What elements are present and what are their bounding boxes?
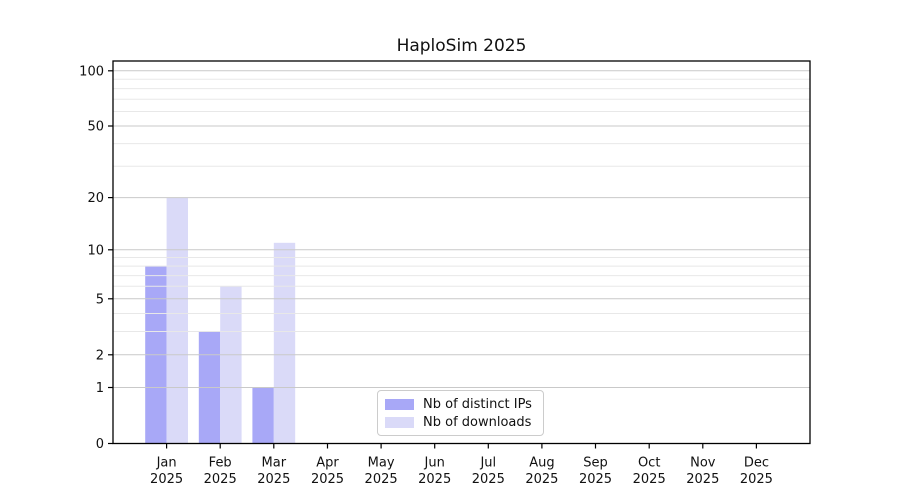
x-tick-label-year: 2025 <box>686 472 719 487</box>
gridlines <box>113 70 810 388</box>
x-tick-label-month: Oct <box>638 456 660 471</box>
bar-nb-of-downloads-jan <box>166 197 188 444</box>
legend-label-downloads: Nb of downloads <box>423 414 532 430</box>
y-tick-label: 2 <box>96 348 104 363</box>
legend-swatch-distinct-ips <box>385 398 414 410</box>
x-tick-label-year: 2025 <box>579 472 612 487</box>
x-tick-label-year: 2025 <box>740 472 773 487</box>
x-tick-label-year: 2025 <box>311 472 344 487</box>
x-tick-label-month: Apr <box>316 456 339 471</box>
legend-item-distinct-ips: Nb of distinct IPs <box>385 397 534 412</box>
y-tick-label: 20 <box>87 191 104 206</box>
x-axis: Jan2025Feb2025Mar2025Apr2025May2025Jun20… <box>150 443 773 487</box>
y-tick-label: 1 <box>96 381 104 396</box>
x-tick-label-year: 2025 <box>257 472 290 487</box>
x-tick-label-year: 2025 <box>633 472 666 487</box>
x-tick-label-month: Aug <box>529 456 554 471</box>
y-axis: 0 1 2 5 10 20 50 100 <box>79 64 113 452</box>
x-tick-label-year: 2025 <box>150 472 183 487</box>
x-tick-label-month: Sep <box>583 456 608 471</box>
x-tick-label-month: Mar <box>262 456 287 471</box>
x-tick-label-month: May <box>368 456 395 471</box>
bar-nb-of-distinct-ips-mar <box>252 387 274 444</box>
x-tick-label-year: 2025 <box>472 472 505 487</box>
x-tick-label-month: Feb <box>209 456 232 471</box>
x-tick-label-month: Jun <box>424 456 445 471</box>
x-tick-label-month: Dec <box>744 456 769 471</box>
legend-label-distinct-ips: Nb of distinct IPs <box>423 396 532 412</box>
legend: Nb of distinct IPs Nb of downloads <box>377 390 544 436</box>
x-tick-label-year: 2025 <box>418 472 451 487</box>
y-tick-label: 50 <box>87 120 104 135</box>
x-tick-label-month: Jan <box>156 456 177 471</box>
y-tick-label: 100 <box>79 64 104 79</box>
x-tick-label-month: Jul <box>479 456 496 471</box>
x-tick-label-month: Nov <box>690 456 716 471</box>
bar-nb-of-downloads-feb <box>220 286 242 444</box>
legend-item-downloads: Nb of downloads <box>385 415 534 430</box>
x-tick-label-year: 2025 <box>525 472 558 487</box>
y-tick-label: 10 <box>87 243 104 258</box>
chart-title: HaploSim 2025 <box>396 36 527 56</box>
y-tick-label: 0 <box>96 437 104 452</box>
x-tick-label-year: 2025 <box>204 472 237 487</box>
bar-nb-of-downloads-mar <box>273 242 296 444</box>
y-tick-label: 5 <box>96 292 104 307</box>
bars <box>145 197 296 444</box>
legend-swatch-downloads <box>385 416 414 428</box>
x-tick-label-year: 2025 <box>365 472 398 487</box>
plot-border <box>112 60 811 445</box>
